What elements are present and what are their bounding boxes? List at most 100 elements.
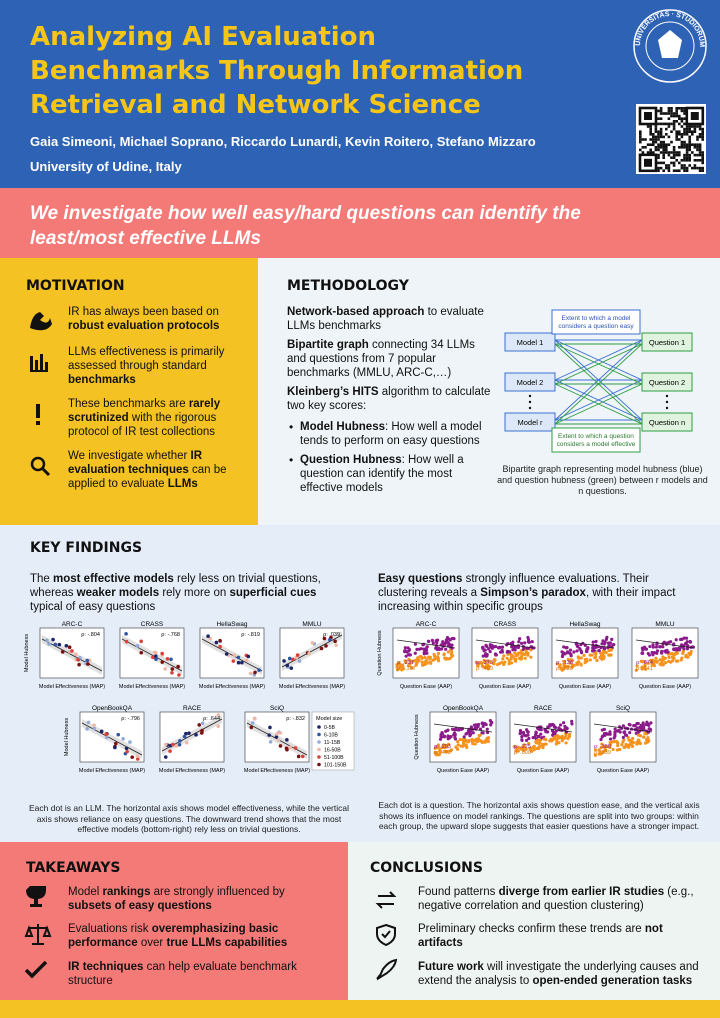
plot-title: SciQ xyxy=(270,705,284,712)
qr-cell xyxy=(659,122,663,126)
dot xyxy=(495,662,500,667)
dot xyxy=(442,653,446,657)
dot xyxy=(570,722,574,726)
bold-run: rankings xyxy=(102,886,151,898)
qr-cell xyxy=(675,133,678,136)
trend-line xyxy=(593,723,653,733)
dot xyxy=(494,644,498,649)
qr-cell xyxy=(688,146,691,149)
section-heading: MOTIVATION xyxy=(26,278,125,294)
qr-cell xyxy=(680,146,684,149)
x-axis-label: Question Ease (AAP) xyxy=(597,768,649,774)
note-line: Extent to which a model xyxy=(561,315,631,322)
x-axis-label: Model Effectiveness (MAP) xyxy=(39,684,105,690)
qr-cell xyxy=(672,164,676,167)
dot xyxy=(618,747,622,752)
qr-cell xyxy=(667,112,671,115)
dot xyxy=(520,738,524,743)
qr-cell xyxy=(667,109,671,113)
dot xyxy=(517,640,521,644)
qr-cell xyxy=(670,107,673,110)
dot xyxy=(650,650,654,655)
dot xyxy=(604,748,608,753)
qr-cell xyxy=(680,107,684,110)
dot xyxy=(453,728,457,732)
qr-cell xyxy=(696,125,699,128)
text-run: (e.g., negative correlation and question… xyxy=(418,886,694,912)
qr-finder xyxy=(644,158,652,167)
dot xyxy=(521,647,525,652)
dot xyxy=(537,738,542,742)
dot xyxy=(165,657,170,661)
takeaway-item: Evaluations risk overemphasizing basic p… xyxy=(68,922,318,950)
qr-cell xyxy=(672,156,676,159)
qr-cell xyxy=(662,169,665,172)
dot xyxy=(665,648,669,653)
dot xyxy=(522,748,526,752)
qr-cell xyxy=(688,156,691,159)
qr-cell xyxy=(654,125,658,128)
motivation-icons xyxy=(30,312,52,477)
qr-cell xyxy=(659,117,663,120)
qr-cell xyxy=(670,161,673,165)
qr-cell xyxy=(691,151,694,154)
dot xyxy=(488,649,492,654)
dot xyxy=(647,723,651,727)
section-heading: METHODOLOGY xyxy=(287,278,409,294)
dot xyxy=(512,644,516,649)
qr-cell xyxy=(701,127,704,131)
qr-cell xyxy=(698,148,702,152)
qr-cell xyxy=(662,151,665,154)
dot xyxy=(560,654,565,659)
qr-cell xyxy=(675,130,678,133)
dot xyxy=(658,658,662,662)
dot xyxy=(160,651,164,656)
bullet-dot: • xyxy=(289,420,294,434)
qr-cell xyxy=(675,114,678,118)
trend-line xyxy=(513,723,573,733)
dot xyxy=(622,745,626,749)
dot xyxy=(658,645,662,649)
qr-cell xyxy=(649,125,652,128)
dot xyxy=(474,660,478,664)
qr-cell xyxy=(667,153,671,157)
qr-cell xyxy=(657,143,660,146)
dot xyxy=(104,735,109,740)
legend-dot xyxy=(317,762,321,767)
qr-cell xyxy=(659,161,663,165)
dot xyxy=(564,741,568,745)
qr-cell xyxy=(678,117,681,120)
qr-cell xyxy=(672,122,676,126)
qr-cell xyxy=(675,153,678,157)
y-axis-label: Model Hubness xyxy=(24,634,30,672)
dot xyxy=(417,647,422,651)
dot xyxy=(450,636,454,641)
dot xyxy=(53,642,58,647)
finding-text: The most effective models rely less on t… xyxy=(30,572,352,614)
text-run: : How well a question can identify the m… xyxy=(300,454,464,494)
qr-cell xyxy=(675,169,678,172)
dot xyxy=(649,659,653,663)
edge-question xyxy=(554,343,643,425)
qr-cell xyxy=(683,107,686,110)
dot xyxy=(160,660,165,664)
dot xyxy=(476,737,481,741)
qr-cell xyxy=(696,146,699,149)
trend-line xyxy=(555,639,615,649)
dot xyxy=(562,736,566,740)
dot xyxy=(642,735,646,739)
dot xyxy=(445,637,450,641)
dot xyxy=(481,724,485,728)
dot xyxy=(163,667,168,671)
dot xyxy=(530,640,534,644)
dot xyxy=(505,643,509,647)
qr-cell xyxy=(688,164,691,167)
qr-cell xyxy=(657,135,660,139)
qr-cell xyxy=(649,133,652,136)
qr-cell xyxy=(688,153,691,157)
qr-cell xyxy=(659,140,663,144)
qr-cell xyxy=(680,166,684,170)
qr-cell xyxy=(657,153,660,157)
dot xyxy=(403,659,407,663)
dot xyxy=(600,642,604,646)
